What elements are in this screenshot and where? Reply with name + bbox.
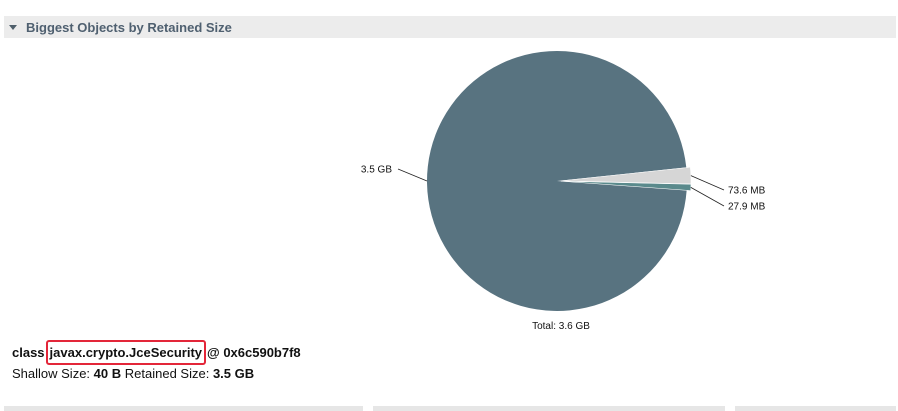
shallow-size-value: 40 B: [93, 366, 122, 381]
slice-2-label: 73.6 MB: [728, 186, 766, 197]
slice-1-leader-line: [397, 168, 428, 182]
total-label: Total: 3.6 GB: [532, 321, 590, 332]
bottom-panel-2: [373, 406, 725, 411]
pie-slice-1[interactable]: [427, 50, 687, 311]
slice-2-leader-line: [690, 175, 725, 191]
slice-3-leader-line: [690, 187, 725, 207]
class-name-link[interactable]: javax.crypto.JceSecurity: [45, 340, 207, 365]
shallow-size-label: Shallow Size:: [12, 366, 91, 381]
object-address: @ 0x6c590b7f8: [207, 345, 301, 360]
class-prefix: class: [12, 345, 45, 360]
object-detail-line: class javax.crypto.JceSecurity @ 0x6c590…: [12, 340, 301, 365]
section-header-biggest-objects[interactable]: Biggest Objects by Retained Size: [4, 16, 896, 38]
bottom-panel-1: [4, 406, 363, 411]
slice-1-label: 3.5 GB: [361, 165, 392, 176]
pie-chart: 73.6 MB 27.9 MB 3.5 GB Total: 3.6 GB: [361, 50, 766, 332]
section-title: Biggest Objects by Retained Size: [26, 19, 232, 35]
triangle-down-icon[interactable]: [9, 24, 17, 30]
size-detail-line: Shallow Size: 40 B Retained Size: 3.5 GB: [12, 366, 254, 381]
bottom-panel-3: [735, 406, 896, 411]
pie-slice-2[interactable]: [560, 166, 692, 185]
retained-size-label: Retained Size:: [124, 366, 210, 381]
retained-size-value: 3.5 GB: [212, 366, 255, 381]
slice-3-label: 27.9 MB: [728, 202, 766, 213]
